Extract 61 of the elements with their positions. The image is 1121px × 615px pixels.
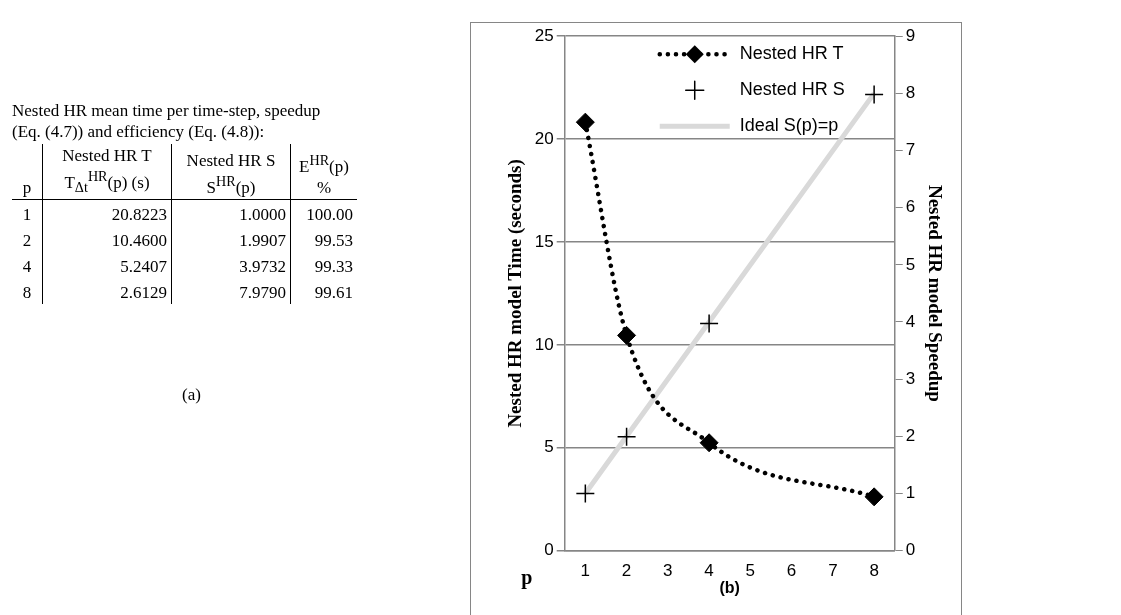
y-axis-title: Nested HR model Time (seconds) bbox=[504, 159, 527, 428]
text: 5.2407 bbox=[42, 252, 172, 279]
text: E$^{HR}$(p) % bbox=[290, 144, 357, 200]
point bbox=[864, 487, 884, 507]
point bbox=[575, 112, 595, 132]
point bbox=[616, 427, 637, 447]
point bbox=[699, 433, 719, 453]
y2-tick-label: 1 bbox=[905, 483, 916, 503]
point bbox=[864, 84, 884, 105]
y2-tick-label: 7 bbox=[905, 140, 916, 160]
y-tick-label: 20 bbox=[534, 128, 554, 148]
y-tick-label: 25 bbox=[534, 25, 554, 45]
legend-label: Nested HR S bbox=[739, 79, 845, 100]
y2-tick-label: 2 bbox=[905, 425, 916, 445]
text: Nested HR S S$^{HR}$(p) bbox=[171, 144, 291, 200]
text: (b) bbox=[719, 579, 740, 597]
text: 2.6129 bbox=[42, 278, 172, 305]
text: 8 bbox=[12, 278, 43, 305]
text: 1.9907 bbox=[171, 226, 291, 253]
y2-tick-label: 0 bbox=[905, 540, 916, 560]
text: p bbox=[12, 144, 43, 200]
text: Nested HR mean time per time-step, speedup (Eq. (4.7)) and efficiency (Eq. (4.8)): bbox=[12, 100, 322, 142]
y2-tick-label: 6 bbox=[905, 197, 916, 217]
text: 7.9790 bbox=[171, 278, 291, 305]
x-tick-label: 7 bbox=[828, 561, 838, 581]
x-tick-label: 5 bbox=[745, 561, 756, 581]
x-axis-title: p bbox=[521, 565, 533, 589]
y2-axis-title: Nested HR model Speedup bbox=[924, 184, 946, 402]
x-tick-label: 1 bbox=[580, 561, 591, 581]
text: 99.61 bbox=[313, 282, 354, 305]
x-tick-label: 4 bbox=[704, 561, 714, 581]
y-tick-label: 15 bbox=[534, 231, 554, 251]
text: 99.33 bbox=[313, 256, 354, 279]
x-tick-label: 6 bbox=[786, 561, 797, 581]
text: 10.4600 bbox=[42, 226, 172, 253]
y2-tick-label: 5 bbox=[905, 254, 916, 274]
y2-tick-label: 4 bbox=[905, 311, 916, 331]
text: 99.53 bbox=[313, 230, 354, 253]
point bbox=[617, 325, 637, 345]
y-tick-label: 0 bbox=[544, 540, 554, 560]
text: 4 bbox=[12, 252, 43, 279]
text: 1 bbox=[12, 199, 43, 227]
point bbox=[699, 313, 719, 334]
y2-tick-label: 3 bbox=[905, 368, 916, 388]
text: 2 bbox=[12, 226, 43, 253]
x-tick-label: 3 bbox=[663, 561, 673, 581]
text: 100.00 bbox=[305, 204, 354, 227]
legend-label: Ideal S(p)=p bbox=[739, 115, 839, 136]
legend-label: Nested HR T bbox=[739, 43, 844, 64]
point bbox=[575, 483, 596, 504]
text: Nested HR T T$_{Δt}$$^{HR}$(p) (s) bbox=[42, 144, 172, 200]
text: 20.8223 bbox=[42, 199, 172, 227]
x-tick-label: 2 bbox=[621, 561, 632, 581]
y-tick-label: 10 bbox=[534, 334, 554, 354]
x-tick-label: 8 bbox=[869, 561, 879, 581]
text: (a) bbox=[182, 384, 202, 406]
text: 3.9732 bbox=[171, 252, 291, 279]
y2-tick-label: 8 bbox=[905, 83, 916, 103]
y-tick-label: 5 bbox=[544, 437, 554, 457]
text: 1.0000 bbox=[171, 199, 291, 227]
y2-tick-label: 9 bbox=[905, 25, 916, 45]
